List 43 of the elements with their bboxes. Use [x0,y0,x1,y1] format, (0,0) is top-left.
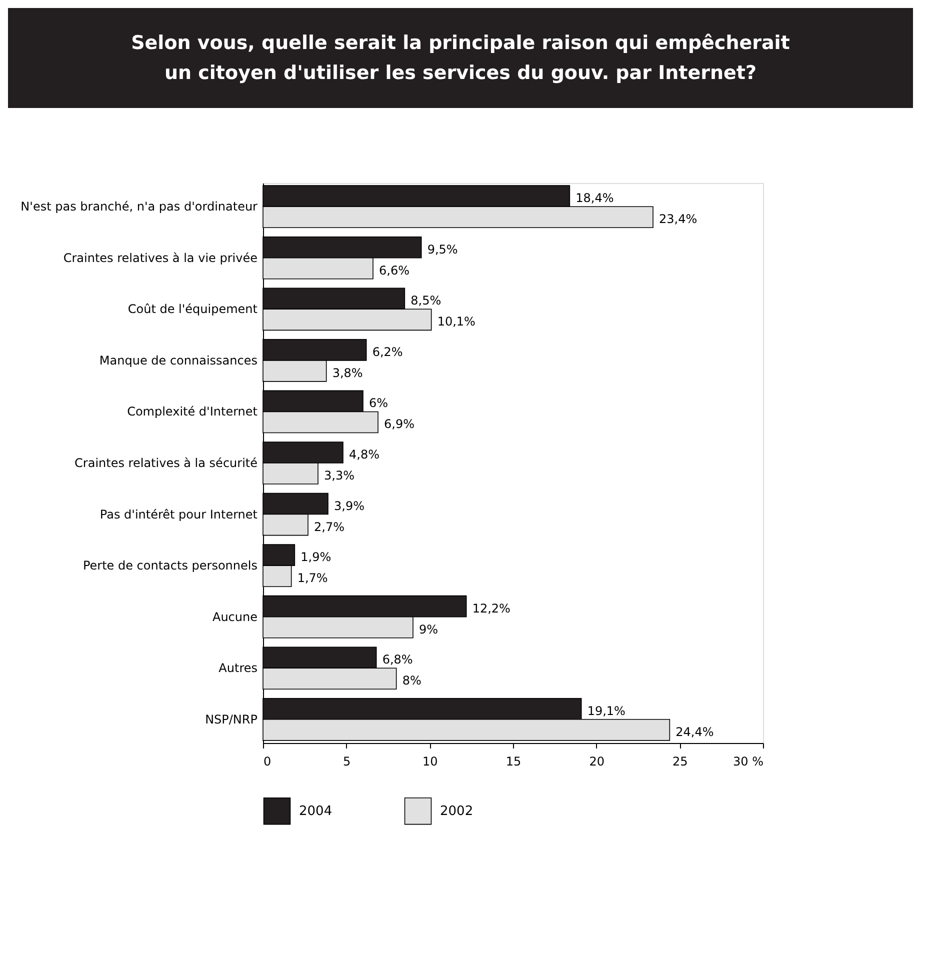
x-tick-label: 20 [589,754,604,768]
x-tick-label: 30 % [733,754,764,768]
y-tick-label: Manque de connaissances [99,353,258,368]
data-label: 3,9% [334,498,364,513]
data-label: 19,1% [587,704,626,718]
y-tick-label: Craintes relatives à la vie privée [63,250,258,265]
data-label: 3,8% [332,366,363,380]
data-label: 9% [419,622,438,636]
y-tick-label: Complexité d'Internet [127,404,258,419]
x-tick-label: 10 [422,754,438,768]
data-label: 6% [369,396,388,410]
data-label: 10,1% [437,314,476,329]
x-tick-label: 0 [264,754,272,768]
data-label: 6,2% [372,344,403,359]
data-label: 2,7% [314,520,344,534]
data-label: 6,9% [384,417,414,432]
data-label: 24,4% [676,724,714,739]
y-tick-label: NSP/NRP [205,712,258,726]
data-label: 6,6% [379,263,410,278]
data-label: 8,5% [410,294,442,308]
data-label: 18,4% [576,191,614,206]
data-label: 6,8% [382,652,413,667]
data-label: 8% [402,674,422,688]
y-tick-label: Craintes relatives à la sécurité [74,456,258,470]
data-label: 12,2% [472,601,510,616]
chart-title: Selon vous, quelle serait la principale raison qui empêcherait un citoyen d'utiliser les services du gouv. par Internet? [131,32,790,84]
x-tick-label: 5 [343,754,351,768]
x-tick-label: 15 [506,754,522,768]
y-tick-label: Perte de contacts personnels [82,558,258,573]
data-label: 1,7% [297,571,328,586]
legend-label: 2002 [440,804,474,820]
y-tick-label: Coût de l'équipement [128,302,258,316]
data-label: 4,8% [349,447,380,462]
data-label: 9,5% [427,242,458,256]
y-tick-label: Pas d'intérêt pour Internet [100,507,258,522]
legend-label: 2004 [299,804,332,820]
x-tick-label: 25 [672,754,688,768]
y-tick-label: N'est pas branché, n'a pas d'ordinateur [20,200,258,214]
data-label: 1,9% [300,550,332,564]
data-label: 3,3% [324,468,354,483]
y-tick-label: Aucune [212,610,258,624]
y-tick-label: Autres [218,661,258,676]
data-label: 23,4% [659,212,698,226]
